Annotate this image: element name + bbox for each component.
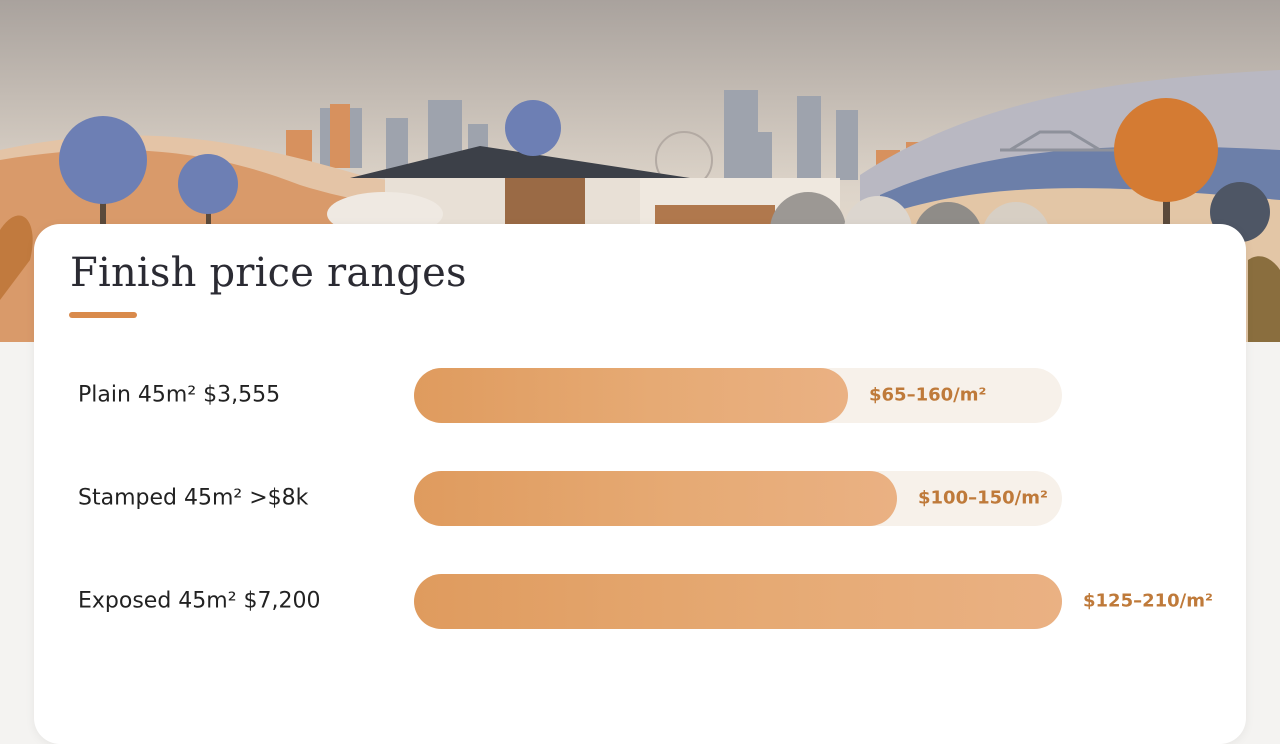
bar-track: [414, 573, 1062, 629]
bar: [414, 573, 1062, 629]
title-underline: [69, 312, 137, 318]
price-range-label: $65–160/m²: [869, 384, 987, 406]
bar: [414, 470, 897, 526]
bar-track: [414, 470, 1062, 526]
bar-label: Exposed 45m² $7,200: [78, 588, 321, 614]
price-card: Finish price ranges Plain 45m² $3,555 $65…: [34, 224, 1246, 744]
bar-track: [414, 367, 1062, 423]
price-range-label: $125–210/m²: [1083, 590, 1213, 612]
bar: [414, 367, 848, 423]
price-range-label: $100–150/m²: [918, 487, 1048, 509]
page-title: Finish price ranges: [70, 250, 467, 296]
bar-label: Plain 45m² $3,555: [78, 382, 281, 408]
city-skyline: [320, 90, 858, 180]
bar-label: Stamped 45m² >$8k: [78, 485, 309, 511]
house: [350, 146, 840, 224]
